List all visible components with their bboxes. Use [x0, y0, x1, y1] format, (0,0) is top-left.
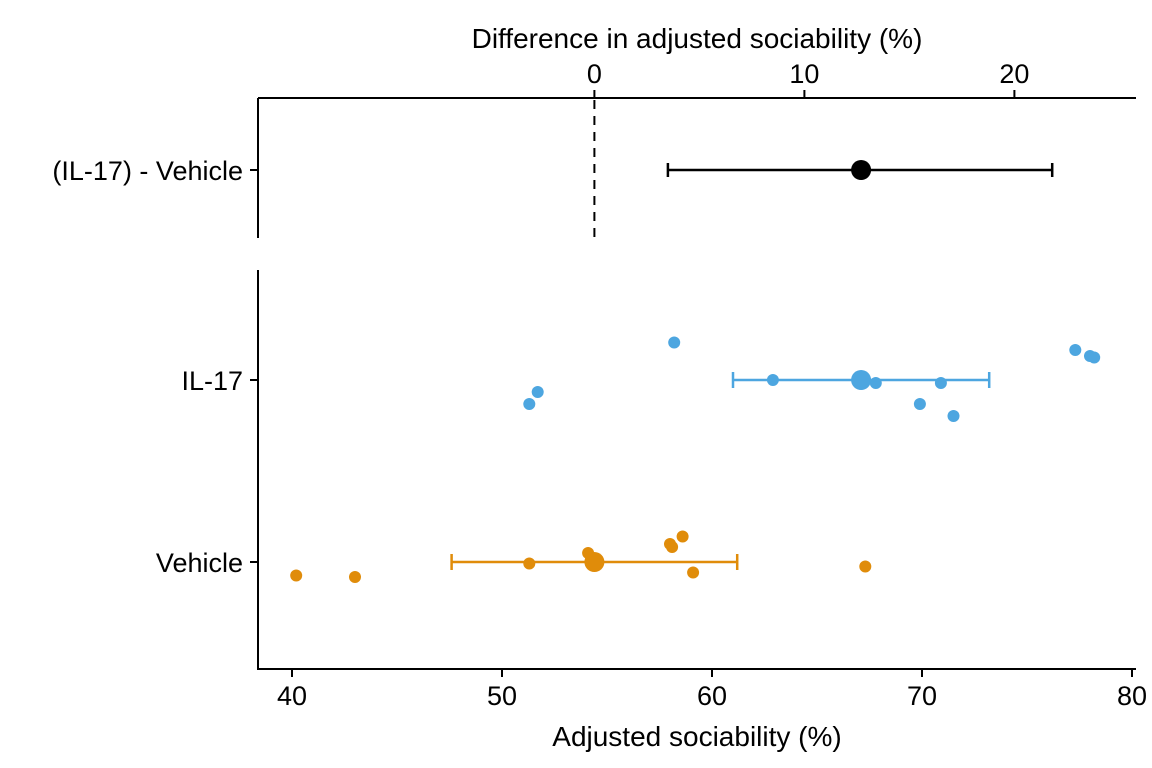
groups-x-tick-label: 50	[487, 681, 517, 711]
series-il-17	[523, 336, 1101, 422]
data-point-vehicle	[349, 571, 361, 583]
difference-x-ticks: 0 10 20	[587, 59, 1029, 98]
difference-axis-title: Difference in adjusted sociability (%)	[472, 23, 923, 54]
groups-panel: 40 50 60 70 80 IL-17 Vehicle Adjusted sociabi…	[156, 270, 1147, 752]
mean-point-il-17	[851, 370, 872, 390]
data-point-il-17	[668, 336, 681, 349]
difference-categories: (IL-17) - Vehicle	[52, 156, 258, 186]
groups-category-label: IL-17	[181, 366, 243, 396]
difference-panel: Difference in adjusted sociability (%) 0…	[52, 23, 1136, 240]
groups-axis-title: Adjusted sociability (%)	[552, 721, 841, 752]
difference-category-label: (IL-17) - Vehicle	[52, 156, 243, 186]
data-point-il-17	[947, 410, 960, 422]
groups-x-tick-label: 40	[277, 681, 307, 711]
groups-categories: IL-17 Vehicle	[156, 366, 258, 578]
data-point-il-17	[1069, 344, 1082, 356]
difference-x-tick-label: 20	[999, 59, 1029, 89]
groups-x-tick-label: 60	[697, 681, 727, 711]
difference-mean-point	[851, 160, 872, 180]
groups-series	[290, 336, 1101, 583]
data-point-il-17	[523, 398, 536, 410]
data-point-vehicle	[523, 557, 536, 570]
mean-point-vehicle	[584, 552, 605, 572]
data-point-il-17	[531, 386, 544, 398]
data-point-vehicle	[290, 569, 303, 582]
groups-x-ticks: 40 50 60 70 80	[277, 669, 1147, 711]
groups-x-tick-label: 80	[1117, 681, 1147, 711]
groups-category-label: Vehicle	[156, 548, 243, 578]
groups-x-tick-label: 70	[907, 681, 937, 711]
data-point-il-17	[1088, 351, 1101, 364]
data-point-vehicle	[859, 560, 872, 573]
data-point-vehicle	[676, 530, 689, 543]
series-vehicle	[290, 530, 872, 583]
data-point-il-17	[913, 398, 926, 410]
data-point-vehicle	[687, 566, 700, 579]
difference-x-tick-label: 0	[587, 59, 602, 89]
difference-estimate	[666, 160, 1054, 180]
difference-x-tick-label: 10	[789, 59, 819, 89]
data-point-vehicle	[666, 541, 679, 553]
